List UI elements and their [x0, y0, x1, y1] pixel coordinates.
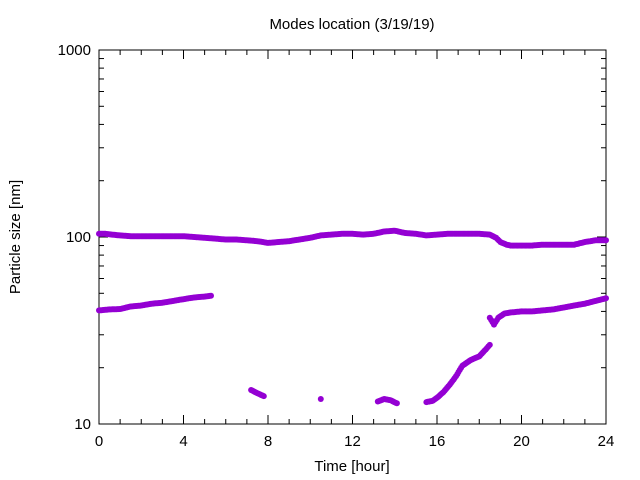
x-tick-label: 12 — [344, 433, 361, 450]
series-3 — [248, 295, 609, 407]
y-tick-label: 1000 — [58, 42, 91, 59]
data-point — [486, 341, 493, 348]
x-tick-label: 0 — [95, 433, 103, 450]
data-point — [393, 400, 400, 407]
data-point — [317, 396, 324, 402]
x-tick-label: 20 — [513, 433, 530, 450]
data-point — [603, 237, 609, 244]
data-point — [208, 292, 214, 299]
x-axis-label: Time [hour] — [314, 458, 389, 475]
x-tick-label: 16 — [429, 433, 446, 450]
series-1 — [96, 227, 609, 249]
x-tick-label: 24 — [598, 433, 615, 450]
x-tick-label: 8 — [264, 433, 272, 450]
data-point — [603, 295, 609, 302]
chart-title: Modes location (3/19/19) — [269, 16, 434, 33]
y-tick-label: 100 — [66, 229, 91, 246]
data-points — [96, 227, 609, 407]
y-axis-label: Particle size [nm] — [7, 180, 24, 294]
data-point — [260, 393, 267, 400]
x-tick-label: 4 — [179, 433, 187, 450]
y-tick-label: 10 — [74, 416, 91, 433]
tick-labels: 0 4 8 12 16 20 24 10 100 1000 — [58, 42, 615, 450]
series-2 — [96, 292, 214, 314]
